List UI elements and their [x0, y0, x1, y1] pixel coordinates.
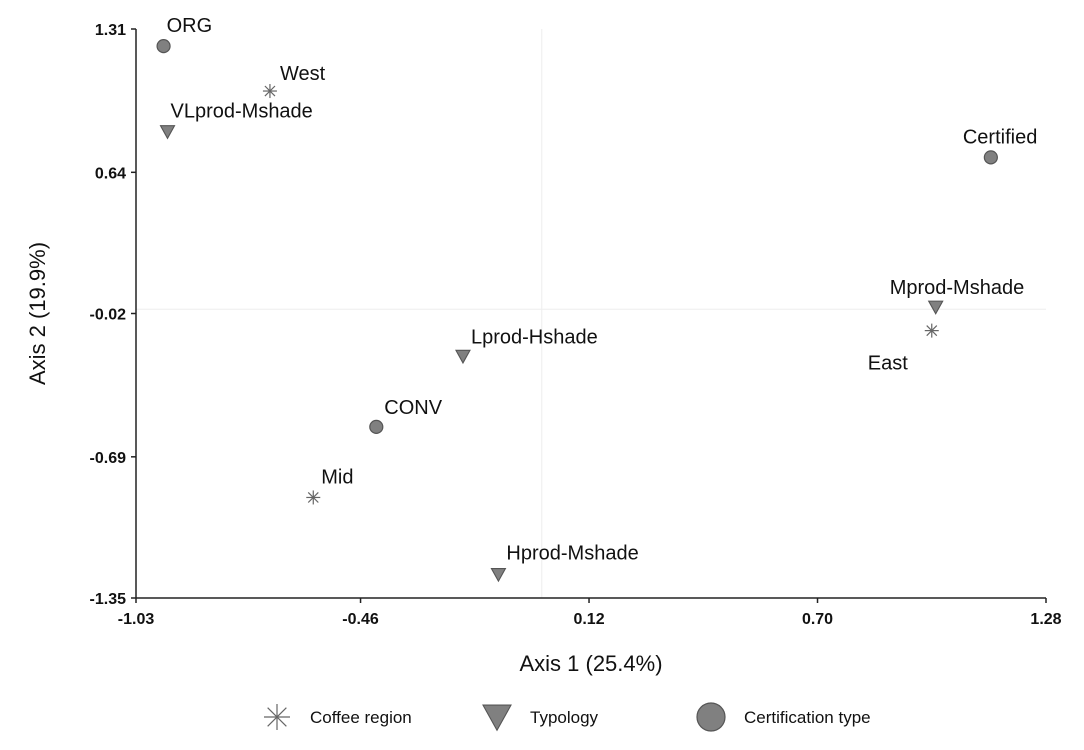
data-point-vlprod-mshade	[159, 125, 176, 140]
point-label-conv: CONV	[384, 397, 442, 419]
point-label-vlprod-mshade: VLprod-Mshade	[171, 101, 313, 123]
tick-labels: -1.03 -0.46 0.12 0.70 1.28 1.31 0.64 -0.02 -0.69…	[90, 22, 1062, 628]
asterisk-stroke	[926, 325, 938, 337]
y-tick-label: 1.31	[95, 22, 126, 39]
data-point-certified	[983, 150, 998, 165]
y-tick-label: 0.64	[95, 165, 126, 182]
x-axis-title: Axis 1 (25.4%)	[519, 651, 662, 676]
y-tick-label: -0.69	[90, 450, 127, 467]
x-tick-label: -0.46	[342, 611, 379, 628]
legend-label: Typology	[530, 708, 599, 727]
data-point-org	[156, 39, 171, 54]
x-tick-label: 0.70	[802, 611, 833, 628]
point-label-lprod-hshade: Lprod-Hshade	[471, 326, 598, 348]
legend-label: Certification type	[744, 708, 871, 727]
reference-lines	[136, 29, 1046, 598]
x-tick-label: 1.28	[1030, 611, 1061, 628]
asterisk-stroke	[264, 85, 276, 97]
data-point-conv	[369, 419, 384, 434]
legend-marker-triangle	[482, 704, 512, 732]
legend-label: Coffee region	[310, 708, 412, 727]
point-label-west: West	[280, 63, 326, 85]
y-tick-label: -1.35	[90, 591, 127, 608]
asterisk-stroke	[307, 491, 319, 503]
y-tick-label: -0.02	[90, 307, 127, 324]
point-label-org: ORG	[167, 15, 213, 37]
point-label-east: East	[868, 353, 908, 375]
legend-marker-asterisk	[264, 704, 290, 730]
asterisk-stroke	[267, 707, 287, 727]
data-point-hprod-mshade	[490, 567, 507, 583]
point-label-hprod-mshade: Hprod-Mshade	[506, 542, 638, 564]
y-axis-title: Axis 2 (19.9%)	[25, 242, 50, 385]
x-tick-label: 0.12	[573, 611, 604, 628]
x-tick-label: -1.03	[118, 611, 155, 628]
legend: Coffee region Typology Certification type	[264, 702, 871, 732]
data-point-mprod-mshade	[927, 300, 944, 315]
data-point-mid	[306, 490, 321, 505]
point-label-mid: Mid	[321, 466, 353, 488]
data-points: West East Mid VLprod-Mshade Mprod-Mshade Lpro…	[156, 15, 1037, 583]
data-point-lprod-hshade	[455, 349, 471, 365]
data-point-east	[924, 323, 939, 338]
data-point-west	[262, 84, 277, 99]
point-label-certified: Certified	[963, 126, 1037, 148]
legend-marker-circle	[696, 702, 726, 732]
point-label-mprod-mshade: Mprod-Mshade	[890, 277, 1025, 299]
